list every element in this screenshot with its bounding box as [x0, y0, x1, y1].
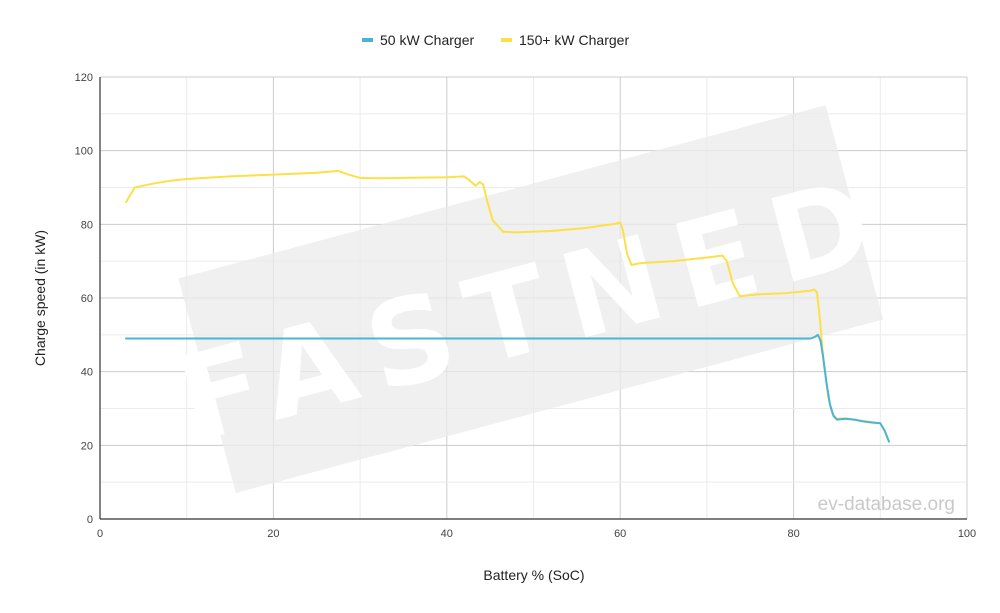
- watermark-banner: [178, 105, 884, 493]
- series-layer: [125, 169, 890, 443]
- source-credit: ev-database.org: [818, 494, 955, 515]
- x-axis-title: Battery % (SoC): [483, 567, 584, 583]
- y-tick-label: 120: [75, 72, 93, 84]
- x-tick-label: 20: [267, 528, 279, 540]
- x-tick-label: 100: [958, 528, 976, 540]
- legend-label-50kw: 50 kW Charger: [380, 32, 474, 48]
- series-line-150kw: [125, 169, 890, 443]
- series-line-50kw: [125, 333, 890, 443]
- legend-label-150kw: 150+ kW Charger: [519, 32, 629, 48]
- y-tick-label: 40: [81, 367, 93, 379]
- axes: 0 20 40 60 80 100 0 20 40 60 80 100 120: [75, 72, 977, 540]
- fastned-watermark: FASTNED: [164, 105, 902, 493]
- y-axis-title: Charge speed (in kW): [32, 230, 48, 366]
- legend: 50 kW Charger 150+ kW Charger: [362, 32, 629, 48]
- y-tick-label: 0: [87, 514, 93, 526]
- x-tick-label: 40: [441, 528, 453, 540]
- x-tick-label: 60: [614, 528, 626, 540]
- legend-swatch-50kw: [362, 38, 373, 42]
- x-tick-label: 0: [97, 528, 103, 540]
- x-tick-label: 80: [787, 528, 799, 540]
- y-tick-label: 100: [75, 146, 93, 158]
- legend-swatch-150kw: [501, 38, 512, 42]
- y-tick-label: 80: [81, 219, 93, 231]
- y-tick-label: 60: [81, 293, 93, 305]
- y-tick-label: 20: [81, 440, 93, 452]
